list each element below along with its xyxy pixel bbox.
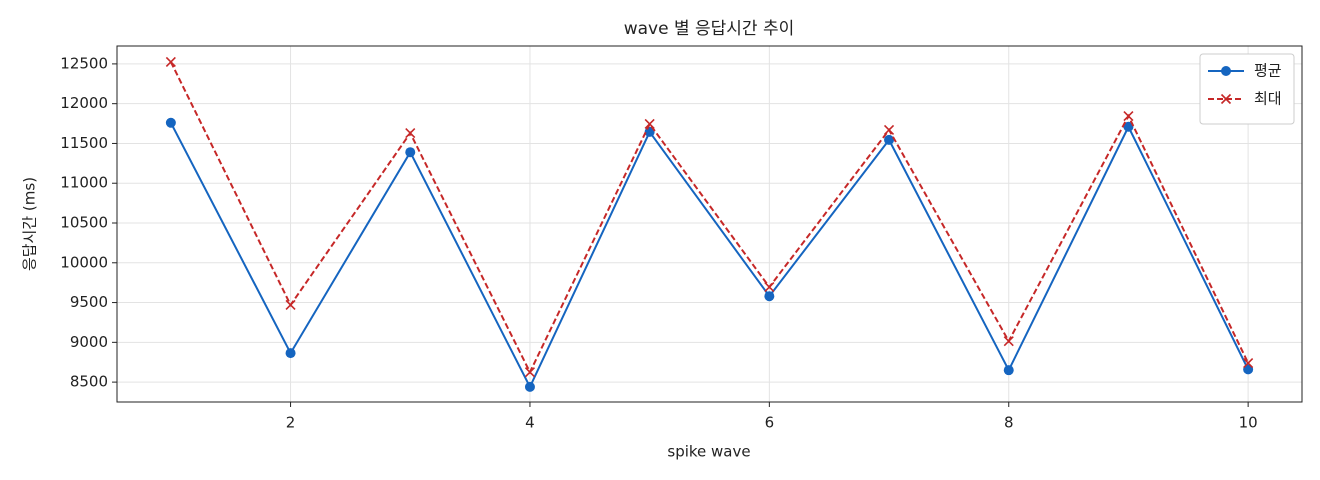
y-tick-label: 12500 — [60, 54, 108, 72]
marker — [644, 118, 655, 130]
x-tick-label: 8 — [1004, 414, 1014, 432]
legend-marker — [1220, 93, 1232, 105]
marker — [405, 128, 416, 139]
marker — [764, 281, 775, 293]
plot-frame — [116, 45, 1303, 403]
x-tick-label: 2 — [286, 414, 296, 432]
legend-marker — [1221, 66, 1231, 76]
marker — [884, 134, 895, 145]
marker — [405, 147, 416, 158]
x-tick-label: 6 — [765, 414, 775, 432]
marker — [1123, 110, 1134, 122]
y-tick-label: 11500 — [60, 134, 108, 152]
y-tick-label: 9500 — [70, 293, 108, 311]
y-tick-label: 11000 — [60, 174, 108, 192]
chart-title: wave 별 응답시간 추이 — [624, 19, 795, 39]
marker — [883, 124, 895, 135]
marker — [1003, 336, 1014, 347]
marker — [524, 367, 536, 378]
marker — [764, 291, 775, 302]
x-tick-label: 10 — [1239, 414, 1258, 432]
marker — [1123, 121, 1134, 132]
marker — [165, 117, 176, 128]
y-axis-label: 응답시간 (ms) — [21, 177, 39, 271]
marker — [524, 381, 535, 392]
marker — [1243, 357, 1254, 369]
y-tick-label: 12000 — [60, 94, 108, 112]
series-line — [169, 61, 1250, 375]
y-tick-label: 9000 — [70, 333, 108, 351]
y-tick-label: 10000 — [60, 253, 108, 271]
legend-label: 평균 — [1254, 62, 1282, 80]
y-tick-label: 10500 — [60, 214, 108, 232]
x-tick-label: 4 — [525, 414, 535, 432]
marker — [1243, 364, 1254, 375]
marker — [1003, 365, 1014, 376]
marker — [285, 348, 296, 359]
marker — [285, 299, 296, 311]
series-line — [169, 122, 1250, 390]
y-tick-label: 8500 — [70, 373, 108, 391]
legend-label: 최대 — [1254, 90, 1282, 108]
marker — [165, 56, 176, 67]
x-axis-label: spike wave — [667, 443, 750, 461]
